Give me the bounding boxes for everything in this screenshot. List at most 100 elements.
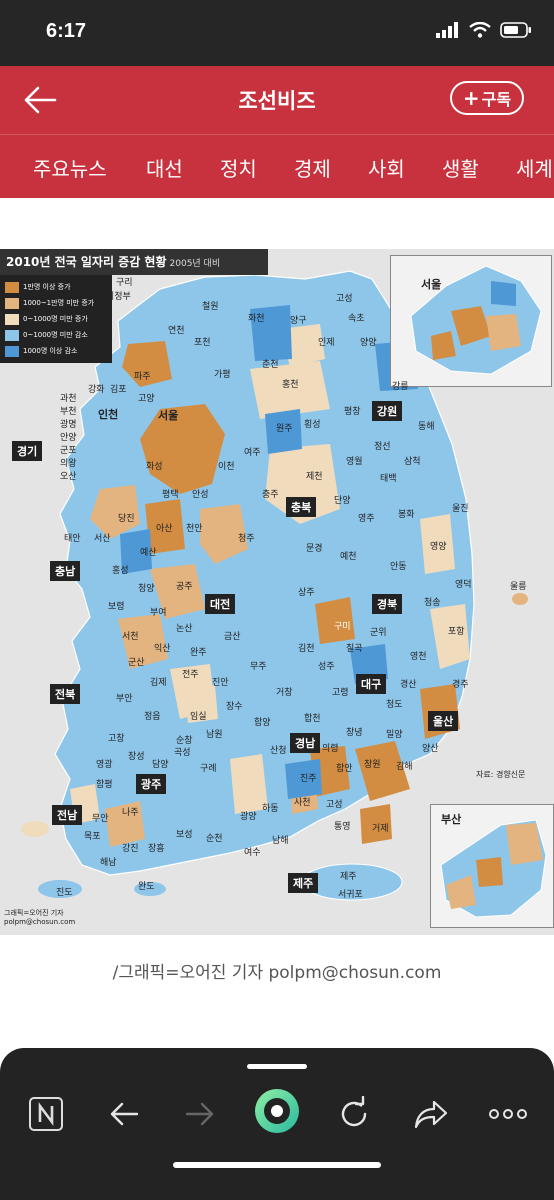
region-label: 전북 — [50, 684, 81, 704]
city-label: 광양 — [240, 812, 257, 822]
subscribe-label: 구독 — [481, 90, 512, 109]
tab-economy[interactable]: 경제 — [294, 157, 331, 181]
city-label: 무주 — [250, 662, 267, 672]
city-label: 예천 — [340, 552, 357, 562]
seoul-inset-map — [410, 265, 542, 375]
city-label: 철원 — [202, 302, 219, 312]
city-label: 과천 — [60, 394, 77, 404]
city-label: 영광 — [96, 760, 113, 770]
city-label: 진주 — [300, 774, 317, 784]
tab-life[interactable]: 생활 — [442, 157, 479, 181]
city-label: 순천 — [206, 834, 223, 844]
city-label: 안양 — [60, 433, 77, 443]
city-label: 통영 — [334, 822, 351, 832]
signal-icon — [436, 22, 458, 38]
city-label: 강릉 — [392, 382, 409, 392]
back-icon[interactable] — [106, 1096, 142, 1132]
sheet-handle[interactable] — [247, 1064, 307, 1069]
city-label: 영월 — [346, 457, 363, 467]
region-label: 강원 — [372, 401, 403, 421]
city-label: 구리 — [116, 278, 133, 288]
city-label: 강진 — [122, 844, 139, 854]
home-icon[interactable] — [254, 1088, 300, 1134]
city-label: 평창 — [344, 407, 361, 417]
city-label: 태안 — [64, 534, 81, 544]
city-label: 무안 — [92, 814, 109, 824]
city-label: 충주 — [262, 490, 279, 500]
status-icons — [436, 22, 532, 38]
city-label: 원주 — [276, 424, 293, 434]
city-label: 이천 — [218, 462, 235, 472]
forward-icon[interactable] — [182, 1096, 218, 1132]
legend-item: 1만명 이상 증가 — [5, 280, 71, 294]
city-label: 고성 — [336, 294, 353, 304]
region-label: 울산 — [428, 711, 459, 731]
city-label: 서천 — [122, 632, 139, 642]
map-legend: 1만명 이상 증가 1000~1만명 미만 증가 0~1000명 미만 증가 0… — [0, 275, 112, 363]
city-label: 산청 — [270, 746, 287, 756]
city-label: 공주 — [176, 582, 193, 592]
city-label: 청주 — [238, 534, 255, 544]
browser-bottom-bar — [0, 1048, 554, 1200]
city-label: 영주 — [358, 514, 375, 524]
city-label: 순창 — [176, 736, 193, 746]
city-label: 고령 — [332, 688, 349, 698]
city-label: 삼척 — [404, 457, 421, 467]
city-label: 평택 — [162, 490, 179, 500]
battery-icon — [500, 22, 531, 38]
city-label: 함평 — [96, 780, 113, 790]
tab-world[interactable]: 세계 — [516, 157, 553, 181]
city-label: 오산 — [60, 472, 77, 482]
city-label: 서울 — [158, 409, 179, 422]
city-label: 진안 — [212, 678, 229, 688]
city-label: 완도 — [138, 882, 155, 892]
city-label: 예산 — [140, 548, 157, 558]
city-label: 임실 — [190, 712, 207, 722]
more-icon[interactable] — [488, 1096, 528, 1132]
reload-icon[interactable] — [336, 1096, 372, 1132]
tab-main-news[interactable]: 주요뉴스 — [33, 157, 107, 181]
city-label: 김포 — [110, 385, 127, 395]
city-label: 청도 — [386, 700, 403, 710]
status-time: 6:17 — [46, 20, 87, 42]
city-label: 김천 — [298, 644, 315, 654]
city-label: 논산 — [176, 624, 193, 634]
tab-society[interactable]: 사회 — [368, 157, 405, 181]
city-label: 장성 — [128, 752, 145, 762]
city-label: 청양 — [138, 584, 155, 594]
city-label: 밀양 — [386, 730, 403, 740]
city-label: 구례 — [200, 764, 217, 774]
legend-item: 0~1000명 미만 증가 — [5, 312, 88, 326]
city-label: 제주 — [340, 872, 357, 882]
city-label: 영덕 — [455, 580, 472, 590]
city-label: 부천 — [60, 407, 77, 417]
notion-icon[interactable] — [28, 1096, 64, 1132]
city-label: 연천 — [168, 326, 185, 336]
tab-election[interactable]: 대선 — [146, 157, 183, 181]
seoul-inset: 서울 — [390, 255, 552, 387]
city-label: 강화 — [88, 385, 105, 395]
map-footer: 그래픽=오어진 기자 polpm@chosun.com — [4, 909, 76, 926]
city-label: 당진 — [118, 514, 135, 524]
city-label: 하동 — [262, 804, 279, 814]
city-label: 경주 — [452, 680, 469, 690]
city-label: 가평 — [214, 370, 231, 380]
home-indicator — [173, 1162, 381, 1168]
city-label: 성주 — [318, 662, 335, 672]
city-label: 천안 — [186, 524, 203, 534]
city-label: 여주 — [244, 448, 261, 458]
region-label: 전남 — [52, 805, 83, 825]
city-label: 홍성 — [112, 566, 129, 576]
city-label: 목포 — [84, 832, 101, 842]
city-label: 군위 — [370, 628, 387, 638]
city-label: 거창 — [276, 688, 293, 698]
city-label: 화성 — [146, 462, 163, 472]
tab-politics[interactable]: 정치 — [220, 157, 257, 181]
back-arrow-icon[interactable] — [22, 82, 58, 118]
busan-inset: 부산 — [430, 804, 554, 928]
city-label: 담양 — [152, 760, 169, 770]
subscribe-button[interactable]: + 구독 — [450, 81, 524, 115]
city-label: 금산 — [224, 632, 241, 642]
city-label: 함양 — [254, 718, 271, 728]
share-icon[interactable] — [412, 1096, 450, 1132]
